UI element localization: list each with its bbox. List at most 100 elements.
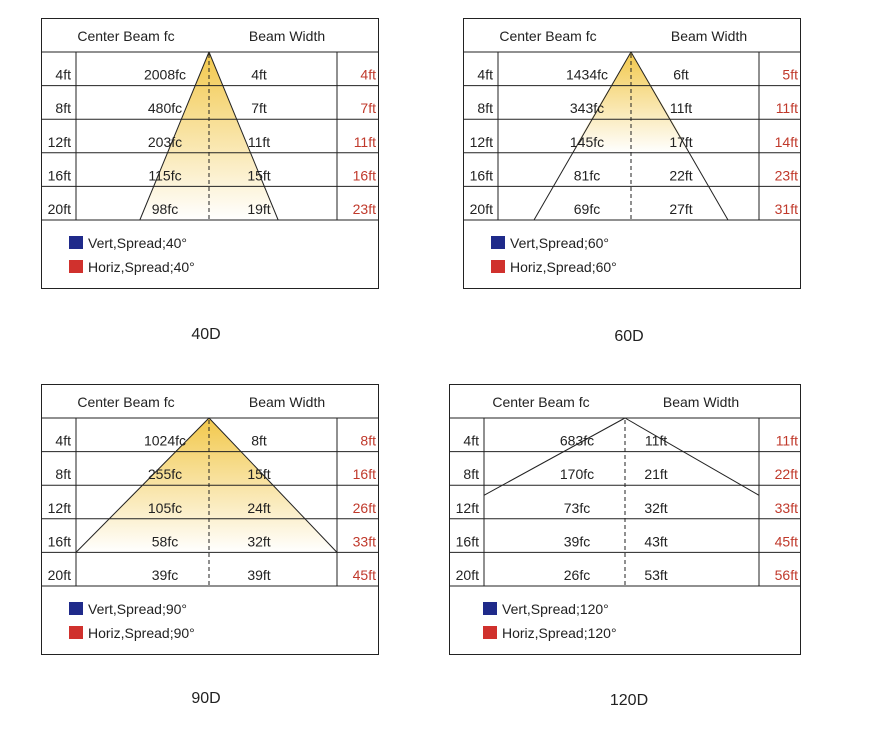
distance-label: 8ft — [463, 466, 479, 482]
header-center-beam: Center Beam fc — [492, 394, 589, 410]
vert-beam-width: 11ft — [670, 100, 692, 116]
horiz-beam-width: 23ft — [775, 167, 798, 183]
center-beam-fc: 170fc — [560, 466, 594, 482]
center-beam-fc: 58fc — [152, 533, 178, 549]
horiz-beam-width: 11ft — [354, 134, 376, 150]
vert-beam-width: 17ft — [669, 134, 692, 150]
distance-label: 4ft — [463, 433, 479, 449]
center-beam-fc: 683fc — [560, 433, 594, 449]
horiz-beam-width: 23ft — [353, 201, 376, 217]
center-beam-fc: 26fc — [564, 567, 590, 583]
center-beam-fc: 480fc — [148, 100, 182, 116]
chart-svg-120d: Center Beam fc Beam Width 4ft 683fc 11ft 11ft… — [449, 384, 801, 655]
chart-border — [41, 18, 379, 289]
chart-caption-40d: 40D — [191, 326, 221, 343]
vert-beam-width: 19ft — [247, 201, 270, 217]
distance-label: 16ft — [456, 533, 479, 549]
center-beam-fc: 73fc — [564, 500, 590, 516]
photometric-chart-60d: Center Beam fc Beam Width 4ft 1434fc 6ft 5ft 8… — [463, 18, 801, 289]
vert-beam-width: 6ft — [673, 67, 689, 83]
distance-label: 20ft — [48, 567, 71, 583]
center-beam-fc: 203fc — [148, 134, 182, 150]
vert-beam-width: 24ft — [247, 500, 270, 516]
legend-label-vert: Vert,Spread;120° — [502, 601, 609, 617]
horiz-beam-width: 8ft — [360, 433, 376, 449]
chart-border — [449, 384, 801, 655]
center-beam-fc: 98fc — [152, 201, 178, 217]
center-beam-fc: 2008fc — [144, 67, 186, 83]
vert-beam-width: 8ft — [251, 433, 267, 449]
header-beam-width: Beam Width — [671, 28, 747, 44]
vert-beam-width: 43ft — [644, 533, 667, 549]
center-beam-fc: 115fc — [148, 167, 181, 183]
horiz-beam-width: 22ft — [775, 466, 798, 482]
horiz-beam-width: 33ft — [353, 533, 376, 549]
header-beam-width: Beam Width — [663, 394, 739, 410]
legend-swatch-horiz — [69, 260, 83, 273]
vert-beam-width: 39ft — [247, 567, 270, 583]
chart-caption-60d: 60D — [614, 328, 644, 345]
distance-label: 4ft — [477, 67, 493, 83]
chart-svg-60d: Center Beam fc Beam Width 4ft 1434fc 6ft 5ft 8… — [463, 18, 801, 289]
distance-label: 20ft — [48, 201, 71, 217]
center-beam-fc: 69fc — [574, 201, 600, 217]
photometric-chart-120d: Center Beam fc Beam Width 4ft 683fc 11ft 11ft… — [449, 384, 801, 655]
horiz-beam-width: 56ft — [775, 567, 798, 583]
distance-label: 12ft — [48, 500, 71, 516]
legend-swatch-vert — [483, 602, 497, 615]
legend-swatch-horiz — [69, 626, 83, 639]
photometric-chart-40d: Center Beam fc Beam Width 4ft 2008fc 4ft 4ft 8… — [41, 18, 379, 289]
horiz-beam-width: 16ft — [353, 466, 376, 482]
header-beam-width: Beam Width — [249, 394, 325, 410]
center-beam-fc: 1434fc — [566, 67, 608, 83]
distance-label: 16ft — [48, 167, 71, 183]
distance-label: 8ft — [55, 466, 71, 482]
chart-caption-120d: 120D — [609, 692, 649, 709]
legend-swatch-horiz — [491, 260, 505, 273]
center-beam-fc: 145fc — [570, 134, 604, 150]
vert-beam-width: 53ft — [644, 567, 667, 583]
distance-label: 8ft — [55, 100, 71, 116]
legend-swatch-vert — [491, 236, 505, 249]
center-beam-fc: 1024fc — [144, 433, 186, 449]
chart-svg-40d: Center Beam fc Beam Width 4ft 2008fc 4ft 4ft 8… — [41, 18, 379, 289]
beam-edge-right — [624, 417, 760, 496]
chart-border — [463, 18, 801, 289]
vert-beam-width: 21ft — [644, 466, 667, 482]
header-center-beam: Center Beam fc — [77, 28, 174, 44]
vert-beam-width: 27ft — [669, 201, 692, 217]
header-beam-width: Beam Width — [249, 28, 325, 44]
center-beam-fc: 39fc — [152, 567, 178, 583]
center-beam-fc: 255fc — [148, 466, 182, 482]
horiz-beam-width: 14ft — [775, 134, 798, 150]
distance-label: 4ft — [55, 67, 71, 83]
horiz-beam-width: 16ft — [353, 167, 376, 183]
horiz-beam-width: 45ft — [775, 533, 798, 549]
distance-label: 12ft — [456, 500, 479, 516]
vert-beam-width: 22ft — [669, 167, 692, 183]
header-center-beam: Center Beam fc — [77, 394, 174, 410]
photometric-chart-90d: Center Beam fc Beam Width 4ft 1024fc 8ft 8ft 8… — [41, 384, 379, 655]
vert-beam-width: 15ft — [247, 167, 270, 183]
horiz-beam-width: 45ft — [353, 567, 376, 583]
legend-label-horiz: Horiz,Spread;40° — [88, 259, 195, 275]
center-beam-fc: 343fc — [570, 100, 604, 116]
chart-border — [41, 384, 379, 655]
legend-label-horiz: Horiz,Spread;60° — [510, 259, 617, 275]
vert-beam-width: 11ft — [645, 433, 667, 449]
chart-svg-90d: Center Beam fc Beam Width 4ft 1024fc 8ft 8ft 8… — [41, 384, 379, 655]
vert-beam-width: 15ft — [247, 466, 270, 482]
vert-beam-width: 11ft — [248, 134, 270, 150]
beam-cone — [139, 52, 279, 220]
center-beam-fc: 39fc — [564, 533, 590, 549]
horiz-beam-width: 33ft — [775, 500, 798, 516]
horiz-beam-width: 5ft — [782, 67, 798, 83]
horiz-beam-width: 7ft — [360, 100, 376, 116]
vert-beam-width: 32ft — [247, 533, 270, 549]
beam-edge-left — [533, 51, 632, 221]
horiz-beam-width: 11ft — [776, 433, 798, 449]
distance-label: 16ft — [470, 167, 493, 183]
horiz-beam-width: 31ft — [775, 201, 798, 217]
distance-label: 8ft — [477, 100, 493, 116]
vert-beam-width: 7ft — [251, 100, 267, 116]
